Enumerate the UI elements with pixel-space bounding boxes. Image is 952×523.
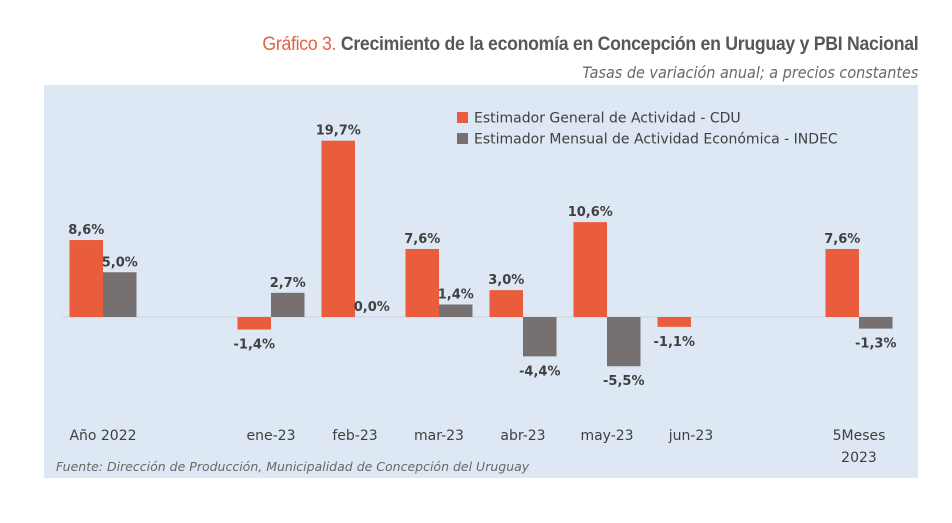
bar-indec-0 xyxy=(103,272,137,317)
bar-cdu-6 xyxy=(573,222,607,317)
label-cdu-2: -1,4% xyxy=(234,338,275,353)
legend-swatch-cdu xyxy=(457,112,468,123)
label-indec-6: -5,5% xyxy=(603,374,644,389)
chart-title-text: Crecimiento de la economía en Concepción… xyxy=(340,34,918,55)
x-tick-label-3: feb-23 xyxy=(332,428,377,444)
chart-subtitle: Tasas de variación anual; a precios cons… xyxy=(581,63,918,82)
label-cdu-9: 7,6% xyxy=(824,232,860,247)
x-tick-label-6: may-23 xyxy=(580,428,633,444)
x-tick-label-2: ene-23 xyxy=(247,428,296,444)
chart-panel xyxy=(44,85,918,478)
bar-cdu-3 xyxy=(321,140,355,317)
label-indec-0: 5,0% xyxy=(102,255,138,270)
bar-indec-4 xyxy=(439,304,473,317)
legend: Estimador General de Actividad - CDU Esti… xyxy=(457,111,838,148)
x-tick-label-4: mar-23 xyxy=(414,428,464,444)
bar-cdu-7 xyxy=(657,317,691,327)
label-indec-2: 2,7% xyxy=(270,276,306,291)
bar-indec-2 xyxy=(271,292,305,317)
x-tick-label-5: abr-23 xyxy=(500,428,545,444)
bar-cdu-9 xyxy=(825,248,859,317)
label-cdu-3: 19,7% xyxy=(316,124,361,139)
label-indec-9: -1,3% xyxy=(855,337,896,352)
bar-indec-9 xyxy=(859,317,893,329)
chart-title-number: Gráfico 3. xyxy=(261,34,336,55)
label-cdu-6: 10,6% xyxy=(568,205,613,220)
bar-cdu-4 xyxy=(405,248,439,317)
x-tick-label-9: 2023 xyxy=(841,450,877,466)
legend-swatch-indec xyxy=(457,133,468,144)
x-tick-label-0: Año 2022 xyxy=(69,428,136,444)
label-indec-5: -4,4% xyxy=(519,364,560,379)
x-tick-label-9: 5Meses xyxy=(833,428,886,444)
bar-indec-5 xyxy=(523,317,557,357)
bar-cdu-5 xyxy=(489,290,523,317)
label-cdu-7: -1,1% xyxy=(654,335,695,350)
bar-cdu-2 xyxy=(237,317,271,330)
x-tick-label-7: jun-23 xyxy=(668,428,714,444)
legend-label-cdu: Estimador General de Actividad - CDU xyxy=(474,111,741,127)
label-cdu-4: 7,6% xyxy=(404,232,440,247)
label-cdu-0: 8,6% xyxy=(68,223,104,238)
label-cdu-5: 3,0% xyxy=(488,273,524,288)
bar-cdu-0 xyxy=(69,240,103,317)
chart-title: Gráfico 3. Crecimiento de la economía en… xyxy=(262,34,918,56)
label-indec-4: 1,4% xyxy=(438,287,474,302)
label-indec-3: 0,0% xyxy=(354,300,390,315)
legend-label-indec: Estimador Mensual de Actividad Económica… xyxy=(474,132,838,148)
source-note: Fuente: Dirección de Producción, Municip… xyxy=(56,459,530,474)
bar-indec-6 xyxy=(607,317,641,367)
